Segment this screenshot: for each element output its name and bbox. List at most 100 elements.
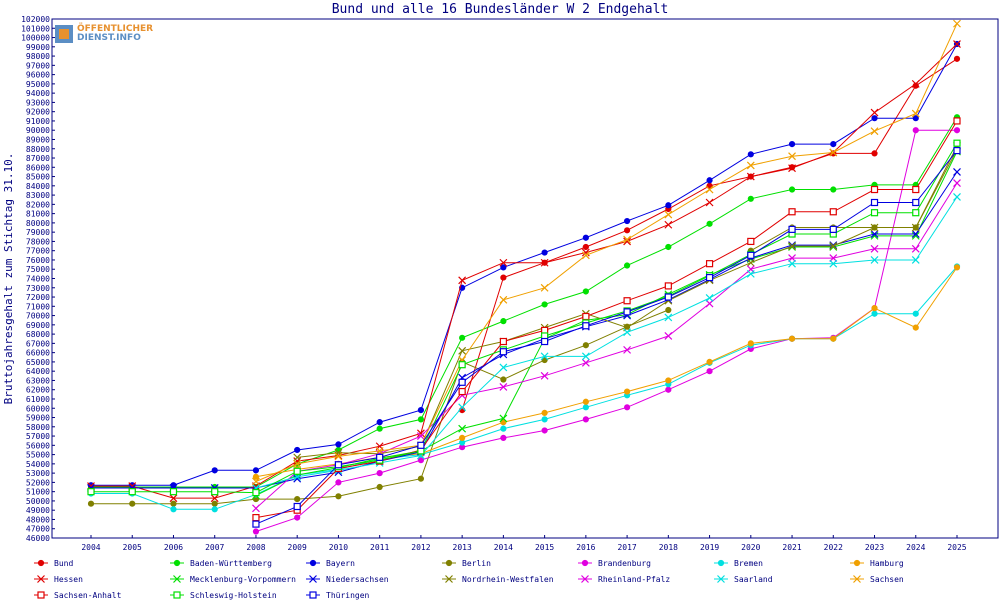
x-tick-label: 2012 bbox=[411, 543, 430, 552]
series-rheinland-pfalz-point bbox=[252, 504, 260, 513]
y-tick-label: 70000 bbox=[26, 312, 50, 321]
legend-entry: Hamburg bbox=[870, 559, 904, 568]
series-bayern-point bbox=[417, 407, 425, 414]
series-schleswig-holstein-point bbox=[458, 361, 466, 369]
y-tick-label: 87000 bbox=[26, 154, 50, 163]
series-thüringen-point bbox=[870, 198, 879, 207]
y-tick-label: 59000 bbox=[26, 414, 50, 423]
series-saarland-point bbox=[870, 256, 879, 264]
series-hessen-point bbox=[911, 79, 920, 88]
series-bayern-point bbox=[252, 467, 260, 474]
series-hamburg-line bbox=[255, 267, 958, 478]
series-bremen-point bbox=[912, 310, 919, 317]
series-baden-württemberg-point bbox=[706, 220, 713, 227]
series-sachsen-anhalt-point bbox=[747, 237, 755, 246]
x-tick-label: 2013 bbox=[453, 543, 472, 552]
series-schleswig-holstein-point bbox=[169, 488, 178, 496]
series-brandenburg-point bbox=[500, 434, 507, 442]
series-saarland-point bbox=[458, 403, 467, 412]
legend-marker bbox=[445, 575, 453, 583]
y-tick-label: 69000 bbox=[26, 321, 50, 330]
series-schleswig-holstein-point bbox=[870, 209, 879, 217]
x-tick-label: 2021 bbox=[782, 543, 801, 552]
series-bayern-point bbox=[87, 482, 95, 489]
series-bremen-point bbox=[500, 425, 507, 432]
legend-entry: Bund bbox=[54, 559, 73, 568]
y-tick-label: 48000 bbox=[26, 515, 50, 524]
series-hessen-point bbox=[540, 258, 549, 267]
series-rheinland-pfalz-point bbox=[829, 254, 838, 263]
series-hessen-point bbox=[210, 494, 219, 503]
series-mecklenburg-vorpommern-line bbox=[255, 151, 958, 496]
series-saarland-point bbox=[953, 193, 961, 201]
series-sachsen-anhalt-point bbox=[664, 282, 672, 290]
series-sachsen-anhalt-point bbox=[870, 185, 879, 194]
series-thüringen-point bbox=[747, 251, 755, 259]
series-thüringen-point bbox=[417, 441, 425, 449]
x-tick-label: 2024 bbox=[906, 543, 925, 552]
series-sachsen-anhalt-point bbox=[788, 208, 796, 216]
y-tick-label: 75000 bbox=[26, 265, 50, 274]
series-bremen-point bbox=[170, 506, 177, 513]
series-berlin-point bbox=[417, 475, 425, 482]
series-bremen-point bbox=[211, 506, 218, 513]
x-tick-label: 2008 bbox=[246, 543, 265, 552]
legend-marker bbox=[581, 575, 589, 583]
series-bund-point bbox=[623, 227, 631, 234]
series-nordrhein-westfalen-point bbox=[746, 258, 755, 267]
series-sachsen-point bbox=[293, 459, 302, 468]
series-brandenburg-point bbox=[665, 386, 672, 393]
y-tick-label: 58000 bbox=[26, 423, 50, 432]
series-schleswig-holstein-point bbox=[252, 488, 260, 497]
y-tick-label: 64000 bbox=[26, 367, 50, 376]
series-hamburg-point bbox=[252, 473, 260, 480]
legend-entry: Brandenburg bbox=[598, 559, 651, 568]
y-tick-label: 66000 bbox=[26, 349, 50, 358]
series-sachsen-point bbox=[705, 185, 714, 194]
series-nordrhein-westfalen-point bbox=[911, 223, 920, 232]
series-bayern-point bbox=[294, 446, 301, 454]
series-baden-württemberg-point bbox=[830, 186, 837, 193]
series-sachsen-point bbox=[334, 452, 343, 461]
y-tick-label: 61000 bbox=[26, 395, 50, 404]
series-bremen-line bbox=[91, 266, 958, 510]
y-tick-label: 99000 bbox=[26, 43, 50, 52]
x-tick-label: 2017 bbox=[617, 543, 636, 552]
series-nordrhein-westfalen-point bbox=[334, 448, 343, 457]
series-hessen-point bbox=[664, 220, 673, 229]
series-hessen-point bbox=[169, 494, 178, 503]
legend-marker bbox=[309, 559, 317, 567]
logo-icon bbox=[55, 24, 73, 43]
y-tick-label: 81000 bbox=[26, 210, 50, 219]
series-hamburg-point bbox=[747, 340, 754, 347]
series-schleswig-holstein-point bbox=[912, 209, 920, 217]
series-saarland-point bbox=[540, 352, 549, 361]
x-tick-label: 2005 bbox=[123, 543, 142, 552]
y-tick-label: 82000 bbox=[26, 200, 50, 209]
series-bremen-point bbox=[582, 404, 589, 411]
y-tick-label: 65000 bbox=[26, 358, 50, 367]
x-tick-label: 2006 bbox=[164, 543, 183, 552]
legend-marker bbox=[445, 559, 453, 567]
series-brandenburg-point bbox=[417, 457, 425, 464]
y-tick-label: 79000 bbox=[26, 228, 50, 237]
series-brandenburg-point bbox=[541, 427, 548, 434]
series-sachsen-point bbox=[540, 283, 549, 292]
series-sachsen-anhalt-line bbox=[255, 120, 958, 519]
y-tick-label: 47000 bbox=[26, 525, 50, 534]
y-tick-label: 95000 bbox=[26, 80, 50, 89]
series-bund-point bbox=[500, 274, 507, 281]
y-tick-label: 100000 bbox=[21, 34, 50, 43]
series-baden-württemberg-point bbox=[582, 288, 589, 295]
y-tick-label: 76000 bbox=[26, 256, 50, 265]
series-nordrhein-westfalen-point bbox=[788, 242, 796, 250]
series-baden-württemberg-point bbox=[665, 243, 672, 251]
x-tick-label: 2007 bbox=[205, 543, 224, 552]
series-brandenburg-line bbox=[255, 129, 957, 532]
y-axis-label: Bruttojahresgehalt zum Stichtag 31.10. bbox=[2, 153, 15, 405]
series-nordrhein-westfalen-point bbox=[870, 223, 879, 232]
y-tick-label: 85000 bbox=[26, 173, 50, 182]
y-tick-label: 78000 bbox=[26, 237, 50, 246]
series-hamburg-point bbox=[665, 377, 672, 384]
series-bayern-line bbox=[91, 43, 958, 486]
